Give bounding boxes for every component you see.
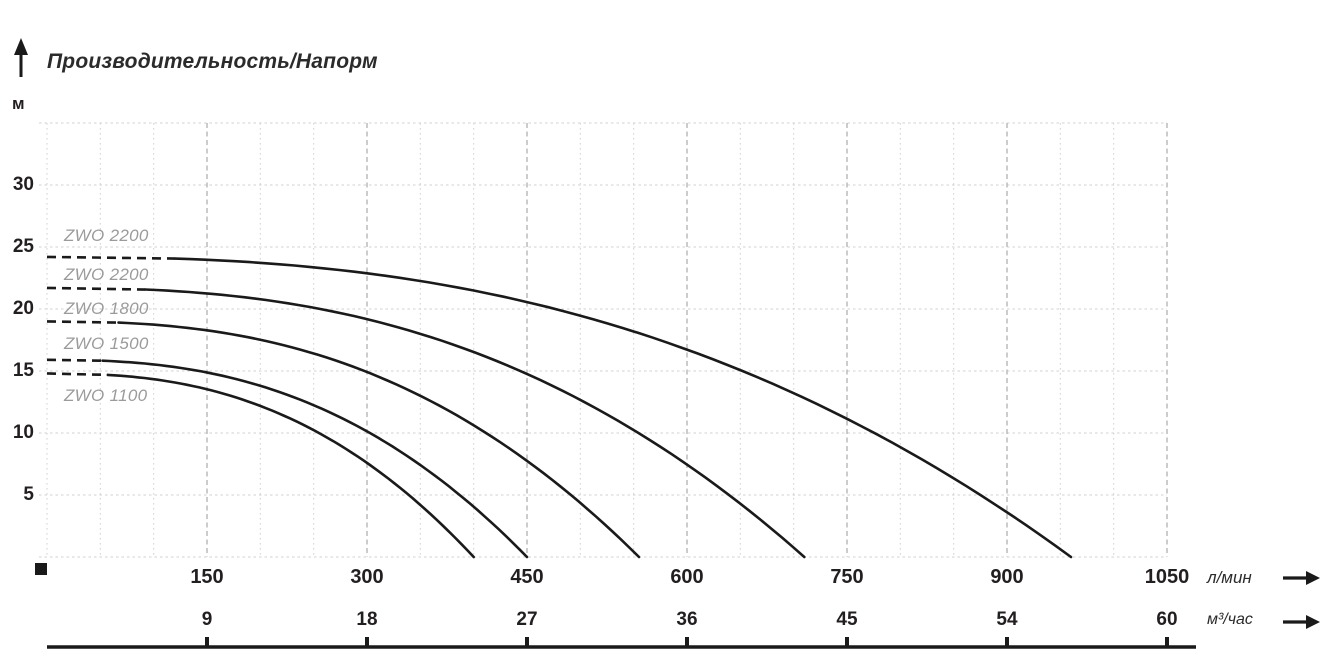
x-tick-label-m3h: 45	[836, 609, 858, 630]
x-tick-label-m3h: 9	[201, 609, 213, 630]
curve-leader-dash-zwo-1100	[46, 372, 108, 377]
x-tick-label-lmin: 600	[670, 566, 704, 588]
x-tick-label-lmin: 300	[350, 566, 384, 588]
chart-title: Производительность/Напорм	[47, 50, 378, 73]
x-tick-label-lmin: 150	[190, 566, 224, 588]
x-tick-label-lmin: 750	[830, 566, 864, 588]
pump-curve-4	[101, 359, 529, 559]
curve-label-1: ZWO 2200	[64, 226, 149, 245]
curve-label-4: ZWO 1500	[64, 334, 149, 353]
y-axis-unit: м	[12, 94, 25, 113]
right-arrow-head-icon	[1306, 615, 1320, 629]
pump-curve-3	[117, 321, 641, 559]
x-tick-label-m3h: 18	[356, 609, 378, 630]
x-axis-unit-primary: л/мин	[1207, 568, 1252, 587]
pump-curve-2	[143, 288, 806, 559]
pump-curve-1	[173, 257, 1073, 559]
x-tick-label-lmin: 450	[510, 566, 544, 588]
x-axis-unit-secondary: м³/час	[1207, 611, 1253, 628]
curve-leader-dash-zwo-1500	[46, 358, 103, 363]
x-tick-label-m3h: 27	[516, 609, 538, 630]
x-tick-label-m3h: 36	[676, 609, 698, 630]
curve-label-5: ZWO 1100	[64, 386, 148, 405]
curve-leader-dash-zwo-1800	[46, 320, 119, 324]
y-tick-label: 5	[23, 484, 34, 505]
curve-leader-dash-zwo-2200	[46, 255, 176, 260]
up-arrow-head-icon	[14, 38, 28, 55]
curve-leader-dash-zwo-2200	[46, 286, 146, 291]
y-tick-label: 30	[12, 174, 34, 195]
x-tick-label-lmin: 1050	[1144, 566, 1190, 588]
x-tick-label-m3h: 54	[996, 609, 1018, 630]
curve-label-3: ZWO 1800	[64, 299, 149, 318]
y-tick-label: 15	[12, 360, 34, 381]
curve-label-2: ZWO 2200	[64, 265, 149, 284]
pump-curve-5	[106, 373, 475, 559]
right-arrow-head-icon	[1306, 571, 1320, 585]
y-tick-label: 20	[12, 298, 34, 319]
origin-marker	[35, 563, 47, 575]
y-tick-label: 10	[12, 422, 34, 443]
y-tick-label: 25	[12, 236, 34, 257]
x-tick-label-m3h: 60	[1156, 609, 1178, 630]
x-tick-label-lmin: 900	[990, 566, 1024, 588]
